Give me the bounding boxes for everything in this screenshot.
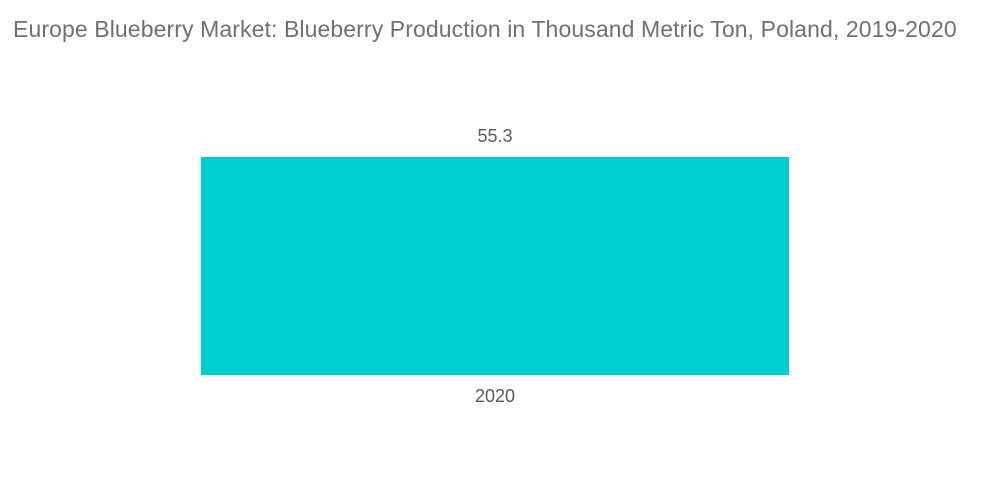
bar-value-label: 55.3 (477, 126, 513, 146)
chart-title: Europe Blueberry Market: Blueberry Produ… (13, 16, 957, 42)
bar-2020 (201, 157, 789, 375)
x-axis-category-label: 2020 (474, 386, 516, 406)
